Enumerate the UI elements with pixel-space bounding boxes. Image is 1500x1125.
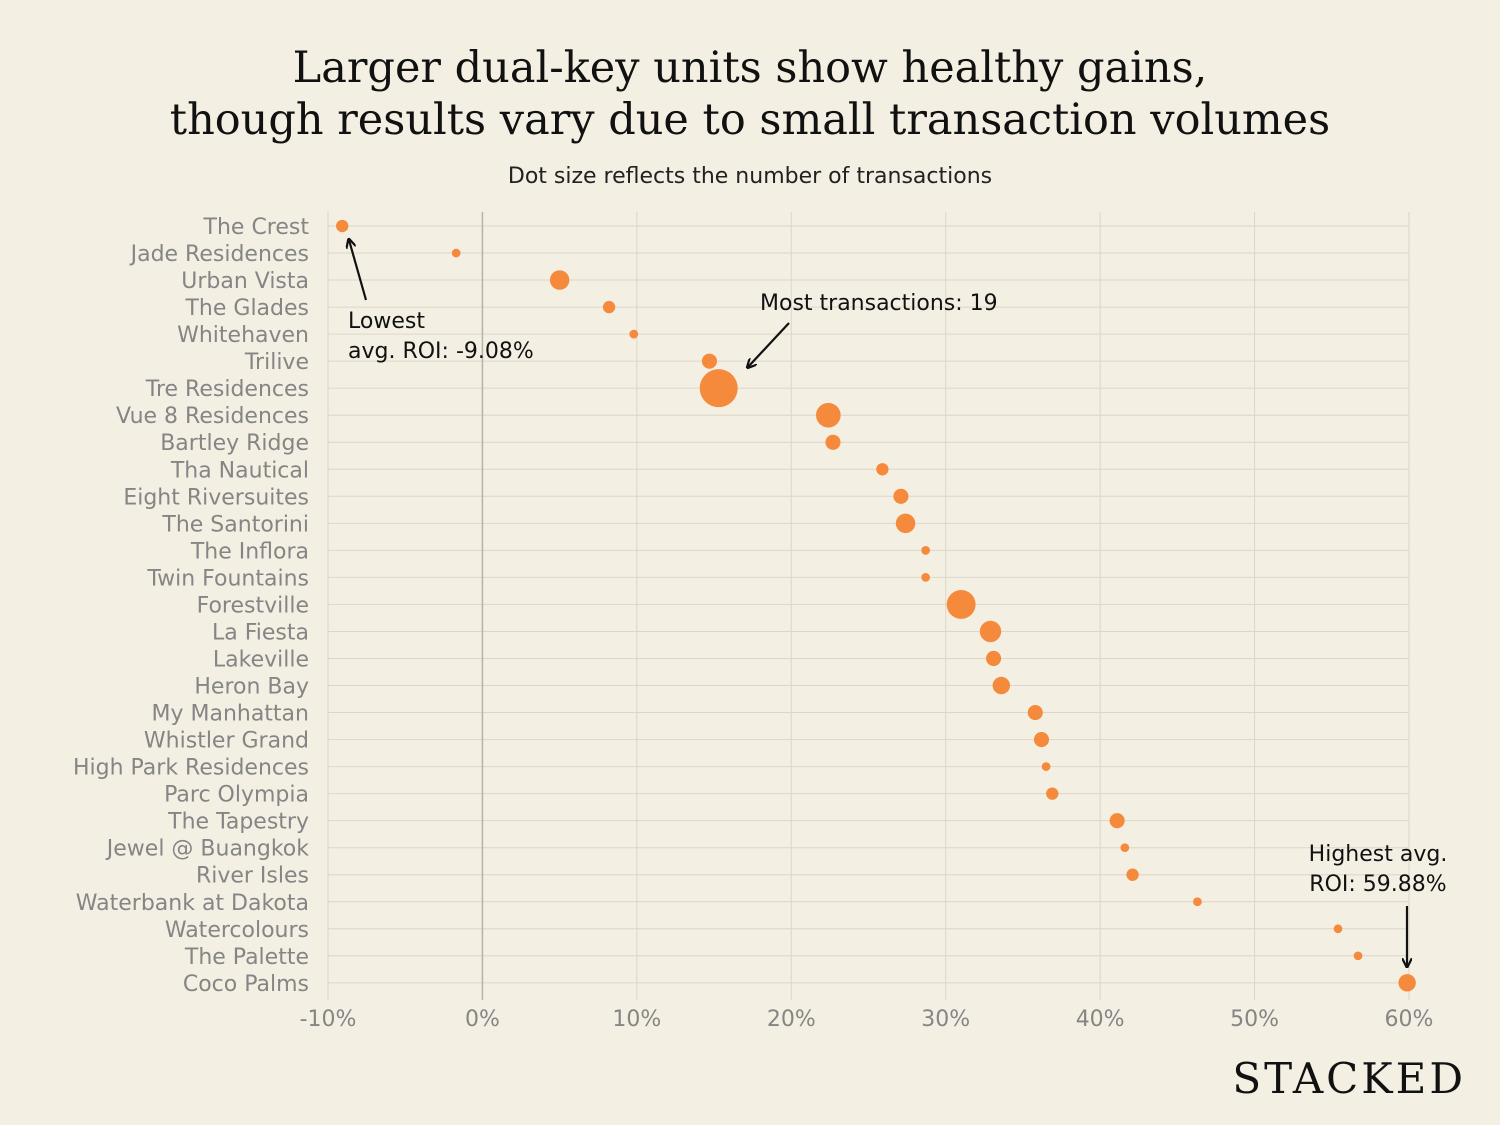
chart-title-line-1: Larger dual-key units show healthy gains…: [293, 43, 1208, 93]
data-point: [876, 463, 889, 476]
category-label: The Tapestry: [167, 810, 309, 835]
data-point: [451, 248, 461, 258]
data-point: [921, 546, 930, 555]
category-label: Watercolours: [165, 918, 309, 943]
data-point: [986, 650, 1002, 667]
data-point: [1126, 868, 1139, 881]
data-point: [921, 573, 930, 582]
data-point: [946, 589, 976, 619]
annotation-highest-line-2: ROI: 59.88%: [1309, 872, 1446, 897]
plot-grid: [327, 212, 1410, 1000]
category-label: River Isles: [196, 864, 309, 889]
data-point: [699, 369, 738, 408]
brand-logo: STACKED: [1232, 1054, 1466, 1103]
data-point: [629, 329, 639, 339]
annotation-lowest-line-2: avg. ROI: -9.08%: [348, 339, 534, 364]
data-point: [825, 434, 841, 450]
annotation-highest: Highest avg. ROI: 59.88%: [1309, 842, 1448, 966]
category-label: Bartley Ridge: [160, 431, 309, 456]
x-tick-label: -10%: [300, 1007, 357, 1032]
category-label: My Manhattan: [151, 702, 309, 727]
category-label: Trilive: [244, 350, 309, 375]
data-point: [893, 488, 909, 504]
data-point: [336, 219, 349, 233]
category-label: Parc Olympia: [164, 783, 309, 808]
data-point: [1041, 762, 1051, 771]
category-label: Vue 8 Residences: [116, 404, 309, 429]
data-point: [895, 513, 916, 534]
data-point: [1046, 787, 1059, 800]
annotation-most-arrow: [748, 322, 790, 367]
x-tick-label: 40%: [1076, 1007, 1125, 1032]
x-tick-label: 30%: [921, 1007, 970, 1032]
chart-title-line-2: though results vary due to small transac…: [170, 95, 1330, 145]
category-label: Whistler Grand: [144, 729, 309, 754]
category-label: Forestville: [197, 593, 309, 618]
category-label: Jade Residences: [129, 242, 309, 267]
category-label: Heron Bay: [194, 675, 309, 700]
x-tick-label: 10%: [612, 1007, 661, 1032]
category-label: Tre Residences: [145, 377, 309, 402]
annotation-lowest-line-1: Lowest: [348, 309, 425, 334]
category-label: The Glades: [184, 296, 309, 321]
category-label: Waterbank at Dakota: [76, 891, 309, 916]
data-point: [1120, 843, 1130, 853]
data-points: [336, 219, 1416, 992]
data-point: [549, 270, 570, 290]
data-point: [992, 676, 1011, 695]
data-point: [1398, 974, 1416, 992]
category-label: Urban Vista: [181, 269, 309, 294]
category-label: High Park Residences: [73, 756, 309, 781]
data-point: [1027, 704, 1043, 721]
data-point: [1333, 924, 1343, 934]
category-label: The Santorini: [161, 512, 309, 537]
data-point: [816, 402, 841, 428]
data-point: [701, 353, 717, 369]
category-label: The Inflora: [190, 539, 309, 564]
chart-subtitle: Dot size reflects the number of transact…: [508, 164, 992, 189]
x-axis-ticks: -10% 0% 10% 20% 30% 40% 50% 60%: [300, 1007, 1434, 1032]
category-label: La Fiesta: [212, 620, 309, 645]
data-point: [1033, 732, 1050, 748]
x-tick-label: 50%: [1230, 1007, 1279, 1032]
x-tick-label: 20%: [767, 1007, 816, 1032]
x-tick-label: 0%: [465, 1007, 500, 1032]
annotation-highest-line-1: Highest avg.: [1309, 842, 1448, 867]
data-point: [602, 300, 616, 314]
annotation-most-text: Most transactions: 19: [760, 291, 998, 316]
x-tick-label: 60%: [1385, 1007, 1434, 1032]
category-label: The Palette: [184, 945, 309, 970]
data-point: [1109, 813, 1125, 829]
category-label: The Crest: [203, 215, 310, 240]
annotation-most: Most transactions: 19: [748, 291, 998, 367]
category-label: Whitehaven: [177, 323, 309, 348]
annotation-lowest: Lowest avg. ROI: -9.08%: [348, 240, 534, 364]
category-label: Jewel @ Buangkok: [105, 837, 309, 862]
category-label: Tha Nautical: [170, 458, 309, 483]
data-point: [1353, 951, 1363, 961]
category-label: Eight Riversuites: [123, 485, 309, 510]
category-label: Coco Palms: [183, 972, 309, 997]
data-point: [1193, 897, 1202, 907]
category-label: Lakeville: [213, 647, 309, 672]
category-label: Twin Fountains: [146, 566, 309, 591]
data-point: [979, 620, 1002, 643]
annotation-lowest-arrow: [349, 240, 368, 301]
